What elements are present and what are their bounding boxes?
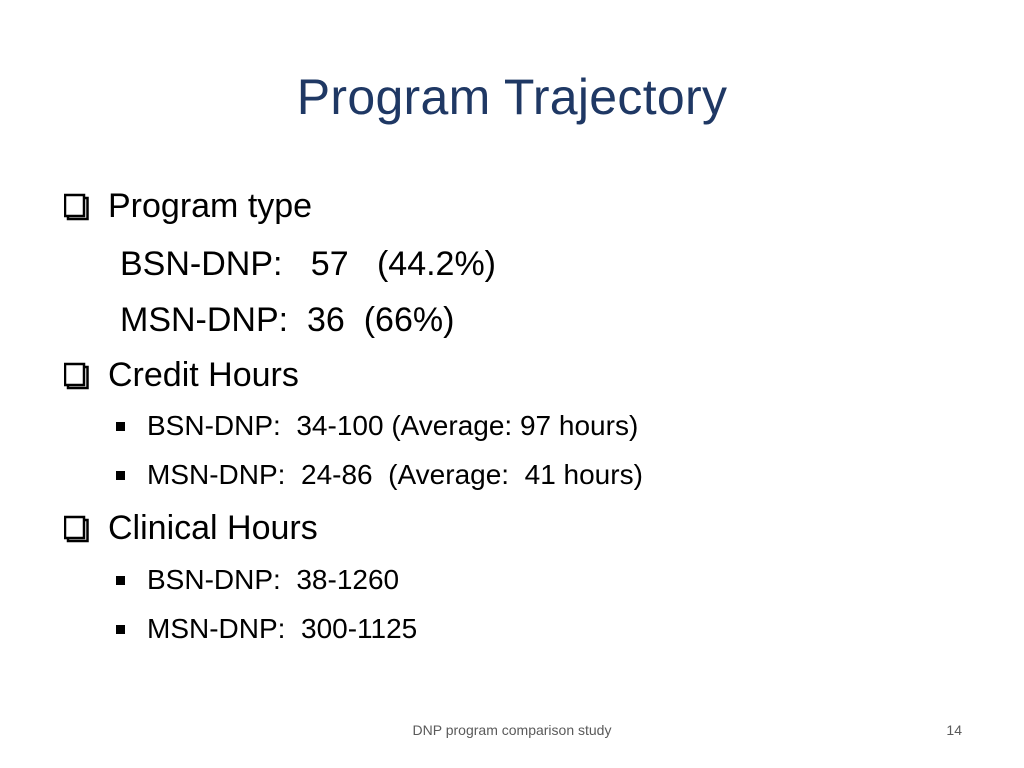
checkbox-square-icon xyxy=(64,360,90,390)
slide-number: 14 xyxy=(946,722,962,738)
bullet-clinical-hours: Clinical Hours xyxy=(64,508,318,548)
credit-hours-msn-text: MSN-DNP: 24-86 (Average: 41 hours) xyxy=(147,459,643,490)
bullet-program-type: Program type xyxy=(64,186,312,226)
slide-title: Program Trajectory xyxy=(296,69,728,125)
filled-square-icon xyxy=(116,421,125,431)
checkbox-square-icon xyxy=(64,513,90,543)
filled-square-icon xyxy=(116,470,125,480)
clinical-hours-msn-text: MSN-DNP: 300-1125 xyxy=(147,613,418,644)
heading-credit-hours: Credit Hours xyxy=(108,356,299,394)
checkbox-square-icon xyxy=(64,191,90,221)
credit-hours-bsn-text: BSN-DNP: 34-100 (Average: 97 hours) xyxy=(147,410,639,441)
clinical-hours-msn: MSN-DNP: 300-1125 xyxy=(114,612,417,646)
program-type-msn: MSN-DNP: 36 (66%) xyxy=(120,301,455,339)
bullet-credit-hours: Credit Hours xyxy=(64,355,299,395)
heading-program-type: Program type xyxy=(108,187,313,225)
filled-square-icon xyxy=(116,624,125,634)
credit-hours-bsn: BSN-DNP: 34-100 (Average: 97 hours) xyxy=(114,409,638,443)
filled-square-icon xyxy=(116,575,125,585)
credit-hours-msn: MSN-DNP: 24-86 (Average: 41 hours) xyxy=(114,458,643,492)
clinical-hours-bsn-text: BSN-DNP: 38-1260 xyxy=(147,564,400,595)
program-type-bsn: BSN-DNP: 57 (44.2%) xyxy=(120,245,497,283)
heading-clinical-hours: Clinical Hours xyxy=(108,509,318,547)
slide-footer: DNP program comparison study xyxy=(412,722,612,738)
clinical-hours-bsn: BSN-DNP: 38-1260 xyxy=(114,563,399,597)
